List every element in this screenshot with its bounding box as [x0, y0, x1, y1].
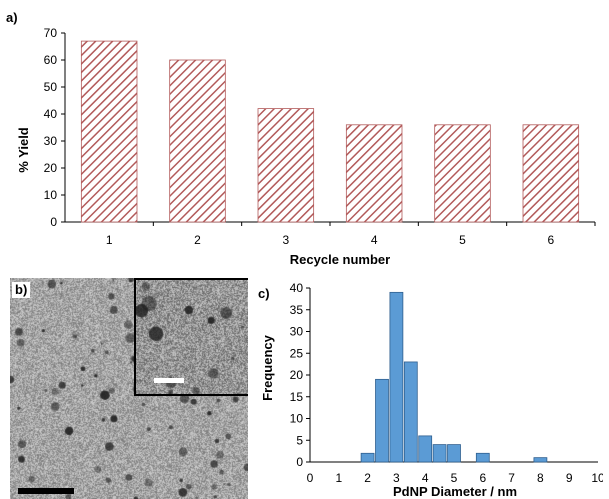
x-tick-label-c: 7 — [508, 471, 515, 485]
tem-inset — [134, 278, 248, 396]
x-tick-label-c: 0 — [307, 471, 314, 485]
yield-bar-chart: a) % Yield Recycle number 0 10 20 30 40 50 60 7… — [6, 10, 596, 267]
x-tick-label-c: 2 — [364, 471, 371, 485]
x-tick-label-a: 6 — [547, 233, 554, 247]
y-tick-label-a: 70 — [44, 26, 58, 40]
x-tick-label-a: 5 — [459, 233, 466, 247]
bar-a — [434, 124, 491, 223]
tem-image: b) — [10, 278, 248, 499]
y-tick-label-a: 60 — [44, 53, 58, 67]
size-histogram: c) Frequency PdNP Diameter / nm 05101520… — [258, 281, 603, 499]
x-tick-label-c: 9 — [566, 471, 573, 485]
bar-a — [345, 124, 403, 223]
x-tick-label-a: 2 — [194, 233, 201, 247]
y-tick-label-a: 50 — [44, 80, 58, 94]
x-tick-label-c: 10 — [591, 471, 603, 485]
y-tick-label-c: 25 — [290, 346, 304, 360]
histogram-bar — [475, 452, 490, 463]
x-tick-label-a: 3 — [282, 233, 289, 247]
x-tick-label-c: 6 — [479, 471, 486, 485]
x-tick-label-c: 5 — [451, 471, 458, 485]
y-tick-label-a: 0 — [50, 215, 57, 229]
x-tick-label-c: 3 — [393, 471, 400, 485]
main-scale-bar — [18, 488, 74, 494]
inset-scale-bar — [154, 378, 184, 383]
histogram-bar — [432, 444, 447, 463]
y-tick-label-c: 5 — [296, 433, 303, 447]
bar-a — [522, 124, 580, 223]
histogram-bar — [389, 291, 404, 463]
y-tick-label-c: 20 — [290, 368, 304, 382]
x-axis-title-c: PdNP Diameter / nm — [393, 484, 517, 499]
x-tick-label-c: 4 — [422, 471, 429, 485]
x-axis-title-a: Recycle number — [290, 252, 390, 267]
y-tick-label-a: 30 — [44, 134, 58, 148]
panel-a-label: a) — [6, 10, 18, 25]
y-tick-label-c: 40 — [290, 281, 304, 295]
histogram-bar — [533, 457, 548, 463]
y-tick-label-a: 20 — [44, 161, 58, 175]
panel-c-label: c) — [258, 286, 270, 301]
y-tick-label-c: 10 — [290, 412, 304, 426]
tem-inset-texture — [136, 280, 248, 394]
x-tick-label-a: 4 — [371, 233, 378, 247]
histogram-bar — [403, 361, 418, 463]
y-tick-label-c: 0 — [296, 455, 303, 469]
y-tick-label-c: 15 — [290, 390, 304, 404]
y-tick-label-a: 10 — [44, 188, 58, 202]
bar-a — [169, 59, 226, 223]
y-axis-title-a: % Yield — [16, 127, 31, 173]
x-tick-label-c: 1 — [335, 471, 342, 485]
bar-a — [257, 108, 315, 223]
bar-a — [80, 40, 138, 223]
histogram-bar — [375, 378, 389, 463]
histogram-bar — [360, 452, 375, 463]
x-tick-label-c: 8 — [537, 471, 544, 485]
y-axis-title-c: Frequency — [260, 334, 275, 401]
panel-b-label: b) — [12, 282, 31, 298]
histogram-bar — [447, 444, 461, 463]
y-tick-label-a: 40 — [44, 107, 58, 121]
histogram-bar — [418, 435, 433, 463]
y-tick-label-c: 35 — [290, 303, 304, 317]
x-tick-label-a: 1 — [106, 233, 113, 247]
y-tick-label-c: 30 — [290, 325, 304, 339]
